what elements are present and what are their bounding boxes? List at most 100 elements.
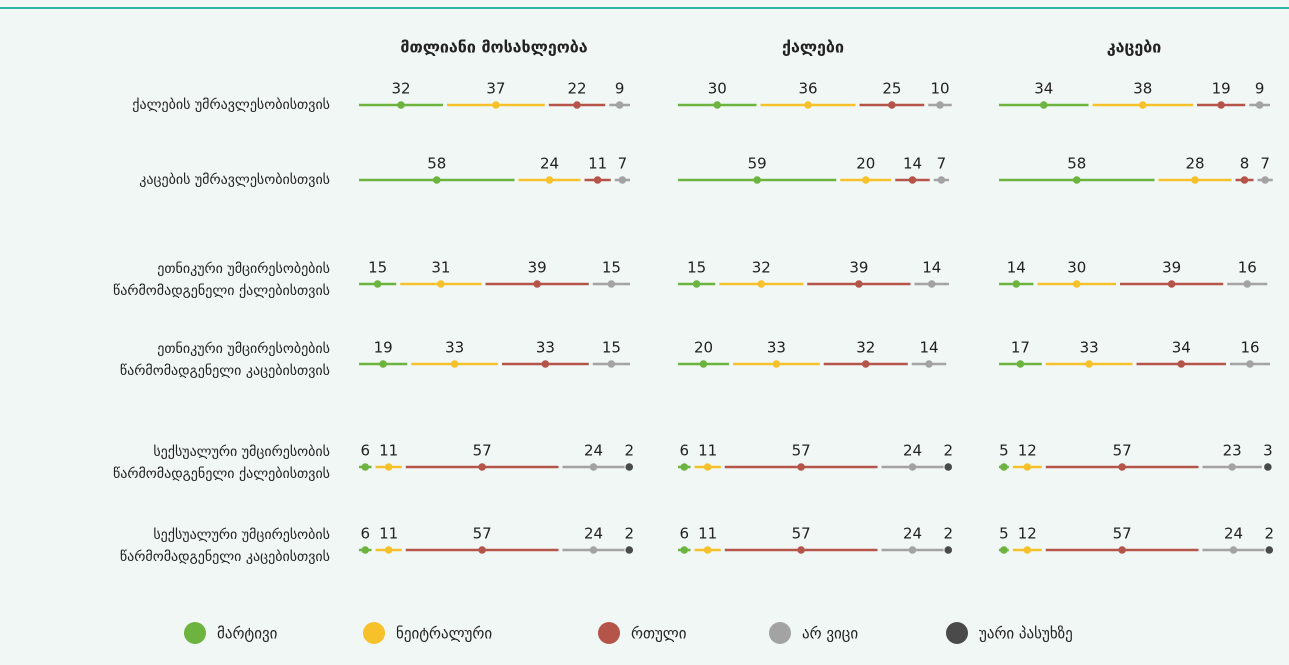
segment-dot	[753, 176, 761, 184]
category-label: ეთნიკური უმცირესობების	[157, 340, 330, 357]
legend-marker	[598, 622, 620, 644]
panel-title: კაცები	[1107, 38, 1162, 57]
value-label: 24	[540, 155, 559, 173]
segment-dot	[1000, 546, 1008, 554]
segment-dot	[361, 546, 370, 554]
legend-label: არ ვიცი	[802, 625, 858, 643]
segment-dot	[397, 101, 405, 109]
segment-dot	[607, 280, 616, 288]
value-label: 5	[999, 525, 1009, 543]
value-label: 58	[1067, 155, 1086, 173]
segment-dot	[478, 546, 486, 554]
segment-dot	[1016, 360, 1025, 368]
value-label: 3	[1263, 442, 1273, 460]
category-label: წარმომადგენელი ქალებისთვის	[113, 282, 330, 299]
value-label: 33	[536, 339, 555, 357]
value-label: 32	[752, 259, 771, 277]
value-label: 57	[473, 525, 492, 543]
value-label: 22	[567, 80, 586, 98]
value-label: 11	[698, 525, 717, 543]
value-label: 6	[360, 442, 370, 460]
segment-dot	[1246, 360, 1254, 368]
segment-dot	[533, 280, 541, 288]
value-label: 19	[1212, 80, 1231, 98]
value-label: 34	[1034, 80, 1053, 98]
value-label: 16	[1240, 339, 1259, 357]
segment-dot	[1228, 463, 1236, 471]
segment-dot	[492, 101, 500, 109]
segment-dot	[1264, 463, 1272, 471]
value-label: 23	[1223, 442, 1242, 460]
category-label: სექსუალური უმცირესობის	[153, 526, 330, 543]
value-label: 30	[1067, 259, 1086, 277]
segment-dot	[593, 176, 602, 184]
value-label: 39	[1162, 259, 1181, 277]
value-label: 14	[903, 155, 922, 173]
segment-dot	[908, 546, 917, 554]
value-label: 7	[618, 155, 628, 173]
value-label: 2	[1264, 525, 1274, 543]
legend-marker	[769, 622, 791, 644]
segment-dot	[384, 463, 393, 471]
value-label: 15	[687, 259, 706, 277]
value-label: 24	[584, 442, 603, 460]
value-label: 57	[792, 442, 811, 460]
value-label: 10	[930, 80, 949, 98]
value-label: 38	[1133, 80, 1152, 98]
value-label: 15	[368, 259, 387, 277]
segment-dot	[1023, 546, 1032, 554]
segment-dot	[573, 101, 581, 109]
segment-dot	[437, 280, 445, 288]
value-label: 33	[767, 339, 786, 357]
segment-dot	[1039, 101, 1048, 109]
segment-dot	[703, 463, 712, 471]
segment-dot	[937, 176, 946, 184]
value-label: 11	[379, 525, 398, 543]
segment-dot	[1217, 101, 1225, 109]
value-label: 24	[584, 525, 603, 543]
segment-dot	[944, 463, 953, 471]
value-label: 37	[486, 80, 505, 98]
segment-dot	[936, 101, 944, 109]
value-label: 12	[1018, 442, 1037, 460]
category-label: ქალების უმრავლესობისთვის	[132, 96, 330, 113]
value-label: 6	[679, 525, 689, 543]
value-label: 16	[1238, 259, 1257, 277]
segment-dot	[1138, 101, 1147, 109]
segment-dot	[1229, 546, 1238, 554]
segment-dot	[545, 176, 554, 184]
value-label: 2	[943, 442, 953, 460]
value-label: 34	[1172, 339, 1191, 357]
legend-marker	[363, 622, 385, 644]
segment-dot	[703, 546, 712, 554]
segment-dot	[855, 280, 863, 288]
segment-dot	[432, 176, 441, 184]
segment-dot	[1255, 101, 1264, 109]
legend-marker	[946, 622, 968, 644]
value-label: 57	[473, 442, 492, 460]
segment-dot	[888, 101, 896, 109]
value-label: 39	[528, 259, 547, 277]
value-label: 33	[445, 339, 464, 357]
value-label: 36	[798, 80, 817, 98]
segment-dot	[861, 360, 870, 368]
segment-dot	[541, 360, 550, 368]
category-label: წარმომადგენელი კაცებისთვის	[120, 362, 330, 379]
value-label: 7	[937, 155, 947, 173]
value-label: 17	[1011, 339, 1030, 357]
segment-dot	[797, 463, 805, 471]
value-label: 6	[360, 525, 370, 543]
value-label: 7	[1260, 155, 1270, 173]
segment-dot	[478, 463, 486, 471]
segment-dot	[699, 360, 708, 368]
segment-dot	[861, 176, 870, 184]
value-label: 39	[849, 259, 868, 277]
segment-dot	[772, 360, 781, 368]
segment-dot	[625, 546, 634, 554]
value-label: 57	[1113, 442, 1132, 460]
value-label: 20	[856, 155, 875, 173]
segment-dot	[379, 360, 387, 368]
panel-title: ქალები	[782, 38, 844, 57]
segment-dot	[1118, 463, 1126, 471]
segment-dot	[1085, 360, 1093, 368]
